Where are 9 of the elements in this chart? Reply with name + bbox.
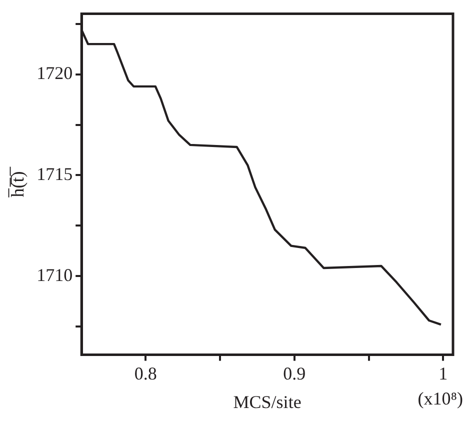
x-tick-label: 0.9 (283, 363, 306, 384)
y-tick-label: 1715 (36, 164, 73, 184)
x-axis-title: MCS/site (233, 392, 302, 412)
y-axis-title: h̅(̅t̅)̅ (8, 166, 28, 198)
text: (x10⁸) (418, 388, 464, 409)
y-tick-label: 1710 (36, 264, 73, 285)
x-tick-label: 1 (438, 363, 448, 384)
x-tick-label: 0.8 (134, 363, 157, 384)
y-tick-label: 1720 (36, 63, 73, 84)
